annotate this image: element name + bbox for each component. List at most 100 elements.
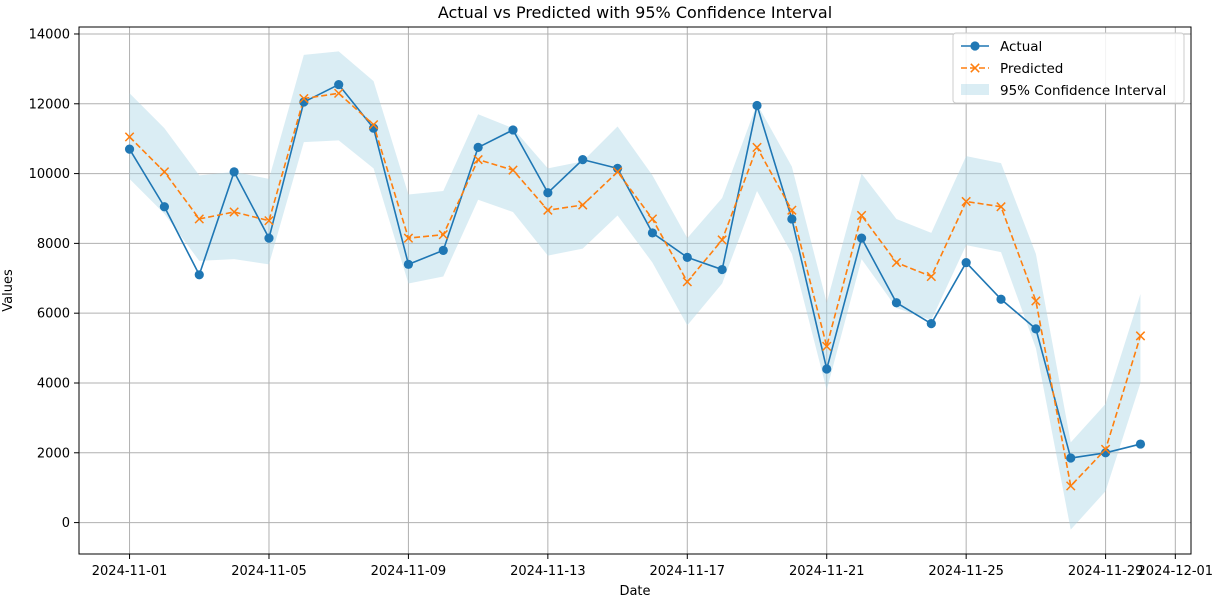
legend-label: 95% Confidence Interval: [1000, 83, 1166, 99]
x-tick-label: 2024-11-25: [928, 564, 1004, 579]
actual-point: [647, 228, 658, 238]
legend-swatch-ci: [961, 84, 989, 95]
predicted-point: [264, 215, 274, 226]
x-marker-stroke: [996, 202, 1006, 212]
x-tick-label: 2024-11-09: [371, 564, 447, 579]
x-marker-stroke: [821, 341, 832, 352]
y-tick-label: 12000: [29, 97, 70, 112]
predicted-point: [159, 167, 170, 177]
predicted-point: [194, 214, 204, 224]
legend-swatch-marker: [970, 41, 980, 51]
x-tick-label: 2024-11-17: [650, 564, 726, 579]
y-axis-ticks: 0 2000 4000 6000 8000 10000 12000 14000: [29, 27, 79, 531]
x-marker-stroke: [473, 154, 483, 165]
x-axis-ticks: 2024-11-01 2024-11-05 2024-11-09 2024-11-13…: [92, 554, 1213, 579]
actual-point: [717, 264, 727, 275]
predicted-point: [368, 119, 379, 130]
predicted-point: [612, 167, 623, 177]
actual-point: [752, 100, 762, 111]
plot-frame: [78, 26, 1192, 555]
chart-title: Actual vs Predicted with 95% Confidence …: [438, 3, 832, 22]
predicted-point: [403, 233, 414, 243]
confidence-band-group: [129, 51, 1141, 530]
y-tick-label: 6000: [37, 307, 70, 322]
predicted-point: [1066, 481, 1076, 491]
x-marker-stroke: [403, 233, 414, 243]
actual-point: [438, 245, 448, 255]
actual-point: [996, 294, 1006, 304]
x-marker-stroke: [647, 214, 658, 224]
y-tick-label: 8000: [37, 237, 70, 252]
y-tick-label: 14000: [29, 27, 70, 42]
actual-point: [403, 259, 414, 269]
y-tick-label: 2000: [37, 446, 70, 461]
predicted-point: [996, 202, 1006, 212]
predicted-point: [961, 196, 971, 207]
x-marker-stroke: [299, 93, 309, 104]
predicted-point: [787, 205, 797, 215]
actual-point: [961, 257, 971, 268]
predicted-point: [473, 154, 483, 165]
legend-label: Actual: [1000, 39, 1042, 55]
actual-point: [1135, 439, 1146, 449]
actual-point: [1031, 324, 1041, 334]
predicted-point: [682, 277, 693, 287]
series-lines: [128, 83, 1142, 487]
predicted-point: [926, 271, 937, 282]
x-marker-stroke: [612, 167, 623, 177]
x-marker-stroke: [787, 205, 797, 215]
actual-point: [578, 155, 588, 165]
actual-point: [508, 125, 518, 135]
x-tick-label: 2024-11-21: [789, 564, 865, 579]
x-marker-stroke: [926, 271, 937, 282]
legend: Actual Predicted 95% Confidence Interval: [952, 32, 1185, 104]
actual-point: [299, 97, 309, 107]
actual-point: [682, 252, 692, 262]
x-marker-stroke: [1066, 481, 1076, 491]
actual-point: [612, 163, 623, 173]
predicted-point: [508, 165, 518, 175]
legend-box: [952, 32, 1185, 104]
x-marker-stroke: [438, 229, 449, 240]
confidence-band: [129, 51, 1141, 530]
predicted-point: [752, 142, 762, 153]
y-tick-label: 10000: [29, 167, 70, 182]
predicted-point: [124, 132, 135, 142]
actual-point: [473, 142, 483, 153]
actual-point: [124, 144, 135, 154]
y-tick-label: 4000: [37, 376, 70, 391]
x-marker-stroke: [194, 214, 204, 224]
actual-point: [334, 79, 344, 90]
legend-label: Predicted: [1000, 61, 1063, 77]
legend-swatch-marker: [970, 63, 980, 73]
predicted-point: [1100, 444, 1111, 455]
x-marker-stroke: [264, 215, 274, 226]
actual-point: [856, 233, 867, 243]
x-marker-stroke: [124, 132, 135, 142]
y-tick-label: 0: [62, 516, 70, 531]
actual-point: [264, 233, 274, 243]
actual-point: [1100, 448, 1111, 458]
x-marker-stroke: [333, 88, 344, 99]
x-marker-stroke: [368, 119, 379, 130]
predicted-point: [543, 205, 553, 215]
x-marker-stroke: [159, 167, 170, 177]
x-marker-stroke: [1135, 331, 1146, 341]
actual-point: [891, 298, 902, 308]
x-axis-label: Date: [619, 584, 650, 599]
actual-point: [822, 364, 832, 374]
x-tick-label: 2024-11-13: [510, 564, 586, 579]
x-marker-stroke: [577, 200, 588, 210]
x-marker-stroke: [508, 165, 518, 175]
actual-point: [787, 214, 797, 224]
actual-point: [368, 123, 379, 133]
predicted-point: [1135, 331, 1146, 341]
predicted-point: [1031, 296, 1041, 306]
x-tick-label: 2024-12-01: [1138, 564, 1214, 579]
actual-point: [194, 270, 204, 280]
series-markers: [124, 79, 1146, 491]
x-marker-stroke: [229, 207, 239, 217]
predicted-point: [891, 257, 902, 268]
x-marker-stroke: [717, 235, 727, 245]
